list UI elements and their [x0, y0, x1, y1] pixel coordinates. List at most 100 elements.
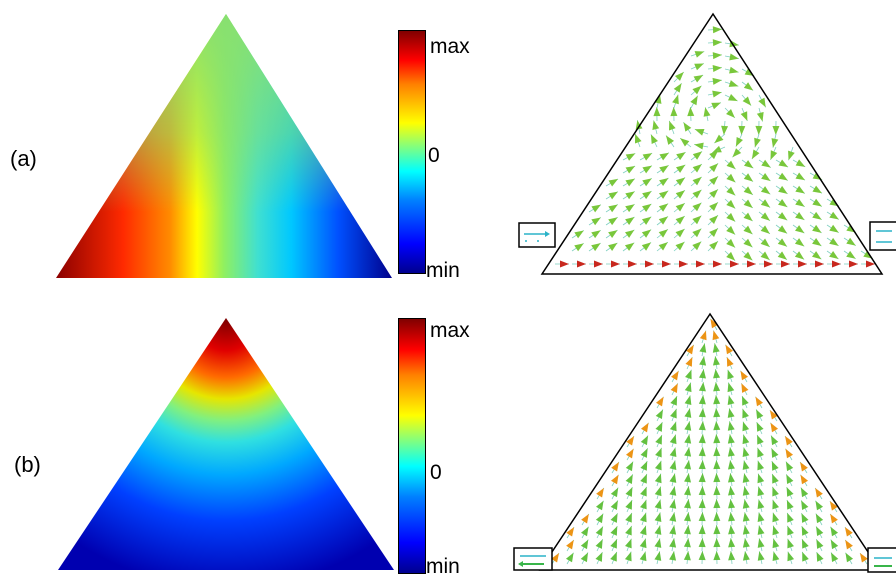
vector-arrowhead [676, 229, 685, 238]
vector-arrowhead [642, 204, 651, 212]
vector-arrowhead [788, 151, 795, 161]
vector-arrowhead [596, 514, 603, 524]
vector-arrowhead [772, 461, 779, 471]
vector-arrowhead [669, 538, 676, 547]
vector-arrowhead [693, 164, 702, 172]
vector-arrowhead [640, 461, 647, 471]
vector-arrowhead [743, 435, 750, 445]
vector-arrowhead [764, 261, 773, 268]
vector-arrowhead [756, 409, 763, 419]
vector-arrowhead [596, 539, 603, 549]
vector-arrowhead [655, 512, 662, 522]
vector-arrowhead [711, 103, 721, 110]
vector-arrowhead [659, 191, 668, 199]
vector-arrowhead [676, 216, 685, 224]
vector-arrowhead [611, 261, 620, 268]
vector-arrowhead [795, 199, 804, 207]
vector-arrowhead [772, 474, 779, 484]
vector-arrowhead [640, 500, 647, 510]
vector-arrowhead [831, 552, 838, 562]
vector-arrowhead [772, 513, 779, 523]
vector-arrowhead [591, 230, 600, 238]
vector-arrowhead [581, 540, 588, 550]
vector-arrowhead [796, 159, 806, 166]
vector-arrowhead [653, 107, 660, 116]
vector-arrowhead [728, 421, 735, 430]
vector-arrowhead [713, 525, 720, 534]
vector-arrowhead [713, 499, 720, 508]
vector-arrowhead [758, 487, 765, 497]
vector-arrowhead [655, 499, 662, 509]
vector-arrowhead [695, 51, 705, 58]
vector-arrowhead [699, 408, 706, 417]
vector-arrowhead [642, 242, 651, 250]
vector-arrowhead [640, 551, 647, 561]
vector-arrowhead [829, 251, 838, 259]
vector-arrowhead [729, 80, 739, 87]
vector-arrowhead [772, 526, 779, 536]
vector-arrowhead [683, 122, 691, 131]
vector-arrowhead [757, 435, 764, 445]
inset-box-a-right [870, 222, 896, 250]
vector-arrowhead [699, 486, 706, 495]
vector-arrowhead [728, 499, 735, 508]
vector-arrowhead [713, 356, 720, 365]
vector-arrowhead [744, 200, 753, 208]
vector-arrowhead [846, 251, 855, 259]
vector-arrowhead [713, 395, 720, 404]
vector-arrowhead [815, 488, 823, 497]
vector-arrowhead [659, 204, 668, 212]
vector-arrowhead [713, 486, 720, 495]
vector-arrowhead [581, 527, 589, 537]
vector-arrowhead [635, 134, 642, 144]
vector-arrowhead [787, 513, 794, 523]
vector-arrowhead [626, 462, 633, 472]
vector-arrowhead [676, 203, 685, 211]
vector-arrowhead [741, 383, 748, 393]
vector-arrowhead [641, 448, 648, 458]
vector-arrowhead [596, 488, 604, 497]
vector-arrowhead [670, 396, 677, 406]
vector-arrowhead [699, 551, 706, 560]
vector-arrowhead [640, 526, 647, 536]
vector-arrowhead [772, 500, 779, 510]
vector-arrowhead [659, 229, 668, 237]
vector-arrowhead [846, 238, 855, 246]
vector-arrowhead [611, 462, 619, 471]
vector-arrowhead [676, 165, 685, 173]
vector-arrowhead [581, 552, 588, 562]
vector-arrowhead [628, 261, 637, 268]
vector-arrowhead [761, 238, 770, 246]
vector-arrowhead [684, 512, 691, 521]
vector-arrowhead [704, 107, 711, 117]
vector-arrowhead [684, 551, 691, 560]
vector-arrowhead [778, 225, 787, 233]
vector-arrowhead [757, 461, 764, 471]
vector-arrowhead [608, 230, 617, 238]
vector-arrowhead [721, 126, 728, 135]
vector-arrowhead [800, 462, 808, 471]
vector-arrowhead [672, 95, 679, 105]
vector-arrowhead [728, 512, 735, 521]
vector-arrowhead [778, 251, 787, 259]
vector-arrowhead [670, 435, 677, 445]
vector-arrowhead [816, 526, 823, 536]
inset-box-b-left [514, 548, 552, 570]
vector-arrowhead [713, 460, 720, 469]
vector-arrowhead [773, 551, 780, 561]
vector-arrowhead [772, 487, 779, 497]
vector-arrowhead [659, 178, 668, 186]
vector-arrowhead [645, 261, 654, 268]
vector-arrowhead [625, 179, 635, 187]
vector-arrowhead [829, 212, 838, 220]
vector-arrowhead [676, 190, 685, 198]
vector-arrowhead [742, 409, 749, 419]
vector-arrowhead [758, 499, 765, 509]
vector-arrowhead [669, 486, 676, 496]
vector-arrowhead [676, 152, 685, 160]
vector-arrowhead [566, 553, 574, 563]
vector-arrowhead [755, 397, 763, 407]
vector-arrowhead [778, 199, 787, 207]
